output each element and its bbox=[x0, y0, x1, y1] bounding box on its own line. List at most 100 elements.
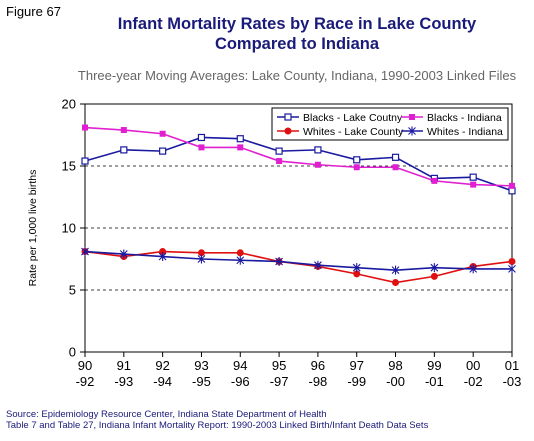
point-marker bbox=[236, 255, 245, 265]
point-marker bbox=[197, 133, 206, 142]
point-marker bbox=[353, 156, 361, 164]
y-tick-label: 10 bbox=[62, 221, 76, 236]
legend-item: Whites - Indiana bbox=[401, 126, 503, 138]
point-marker bbox=[236, 135, 244, 143]
point-marker bbox=[391, 153, 400, 161]
data-point bbox=[197, 133, 206, 142]
source-line-2: Table 7 and Table 27, Indiana Infant Mor… bbox=[6, 420, 429, 431]
x-tick-label: 98 bbox=[388, 358, 402, 373]
data-point bbox=[431, 177, 438, 184]
legend-label: Whites - Lake County bbox=[303, 126, 404, 138]
point-marker bbox=[430, 263, 439, 273]
x-tick-label: -99 bbox=[347, 374, 366, 389]
point-marker bbox=[81, 157, 89, 165]
point-marker bbox=[198, 144, 205, 151]
data-point bbox=[275, 256, 283, 266]
x-tick-label: -02 bbox=[464, 374, 483, 389]
line-chart: 0 5 10 15 20 90-92 91-93 92-94 93-95 94-96 95-97 96… bbox=[27, 97, 522, 390]
point-marker bbox=[119, 249, 128, 259]
x-tick-label: -03 bbox=[503, 374, 522, 389]
y-tick-label: 5 bbox=[69, 283, 76, 298]
data-point bbox=[430, 263, 439, 273]
y-axis-label: Rate per 1,000 live births bbox=[27, 170, 39, 287]
legend-item: Blacks - Lake Coutny bbox=[277, 112, 403, 124]
x-tick-label: -95 bbox=[192, 374, 211, 389]
data-point bbox=[197, 254, 206, 264]
data-point bbox=[236, 135, 244, 143]
series-3 bbox=[81, 248, 516, 287]
point-marker bbox=[508, 264, 516, 274]
chart-title-line-2: Compared to Indiana bbox=[214, 35, 380, 53]
point-marker bbox=[508, 257, 516, 265]
axes: 0 5 10 15 20 90-92 91-93 92-94 93-95 94-96 95-97 96… bbox=[62, 97, 522, 390]
data-point bbox=[430, 272, 438, 280]
point-marker bbox=[275, 147, 283, 155]
legend-item: Whites - Lake County bbox=[277, 126, 404, 138]
point-marker bbox=[409, 114, 415, 120]
x-tick-label: 01 bbox=[505, 358, 519, 373]
point-marker bbox=[470, 181, 477, 188]
point-marker bbox=[431, 177, 438, 184]
series-line bbox=[84, 126, 513, 187]
data-point bbox=[237, 144, 244, 151]
x-tick-label: 96 bbox=[311, 358, 325, 373]
series-layer bbox=[81, 124, 516, 287]
y-tick-label: 20 bbox=[62, 97, 76, 112]
source-line-1: Source: Epidemiology Resource Center, In… bbox=[6, 409, 327, 420]
data-point bbox=[508, 264, 516, 274]
data-point bbox=[120, 146, 128, 154]
x-tick-label: 99 bbox=[427, 358, 441, 373]
chart-title: Infant Mortality Rates by Race in Lake C… bbox=[60, 14, 534, 54]
data-point bbox=[236, 249, 244, 257]
series-1 bbox=[81, 133, 516, 195]
data-point bbox=[508, 257, 516, 265]
point-marker bbox=[469, 264, 478, 274]
point-marker bbox=[284, 127, 292, 135]
data-point bbox=[408, 126, 416, 136]
data-point bbox=[314, 146, 322, 154]
x-tick-label: -96 bbox=[231, 374, 250, 389]
x-tick-label: -00 bbox=[386, 374, 405, 389]
point-marker bbox=[159, 130, 166, 137]
legend-label: Whites - Indiana bbox=[427, 126, 503, 138]
data-point bbox=[276, 158, 283, 165]
series-line bbox=[84, 136, 513, 192]
series-4 bbox=[81, 247, 516, 275]
data-point bbox=[391, 153, 400, 161]
point-marker bbox=[353, 164, 360, 171]
x-tick-label: -97 bbox=[270, 374, 289, 389]
point-marker bbox=[158, 252, 167, 262]
point-marker bbox=[314, 260, 322, 270]
data-point bbox=[284, 113, 292, 121]
point-marker bbox=[275, 256, 283, 266]
point-marker bbox=[276, 158, 283, 165]
chart-subtitle: Three-year Moving Averages: Lake County,… bbox=[77, 68, 517, 83]
data-point bbox=[470, 181, 477, 188]
data-point bbox=[352, 263, 361, 273]
data-point bbox=[120, 127, 127, 134]
point-marker bbox=[509, 182, 515, 189]
legend-label: Blacks - Indiana bbox=[427, 112, 502, 124]
x-tick-label: 94 bbox=[233, 358, 247, 373]
data-point bbox=[353, 164, 360, 171]
data-point bbox=[159, 130, 166, 137]
data-point bbox=[469, 264, 478, 274]
point-marker bbox=[284, 113, 292, 121]
x-tick-label: -93 bbox=[114, 374, 133, 389]
data-point bbox=[409, 114, 415, 120]
data-point bbox=[353, 156, 361, 164]
figure-label: Figure 67 bbox=[6, 4, 61, 19]
point-marker bbox=[197, 254, 206, 264]
data-point bbox=[119, 249, 128, 259]
data-point bbox=[82, 124, 88, 131]
point-marker bbox=[352, 263, 361, 273]
data-point bbox=[392, 279, 400, 287]
legend-label: Blacks - Lake Coutny bbox=[303, 112, 403, 124]
series-2 bbox=[82, 124, 515, 189]
x-tick-label: 90 bbox=[78, 358, 92, 373]
x-tick-label: 91 bbox=[117, 358, 131, 373]
point-marker bbox=[314, 161, 321, 168]
data-point bbox=[81, 157, 89, 165]
x-tick-label: -94 bbox=[153, 374, 172, 389]
point-marker bbox=[120, 127, 127, 134]
